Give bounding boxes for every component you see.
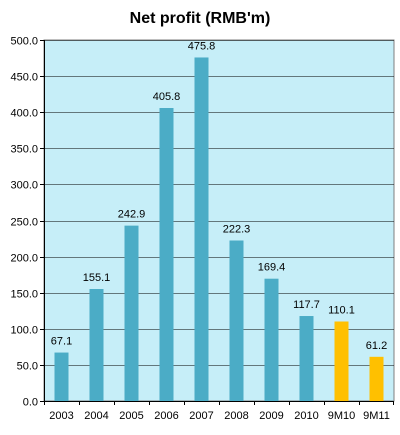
- data-label-2009: 169.4: [258, 262, 286, 274]
- bar-2004: [89, 289, 104, 401]
- data-label-2006: 405.8: [153, 91, 181, 103]
- data-label-2010: 117.7: [293, 299, 320, 311]
- y-tick-label: 400.0: [10, 108, 38, 120]
- data-label-2008: 222.3: [223, 223, 251, 235]
- bar-2008: [229, 240, 244, 401]
- data-label-9M10: 110.1: [328, 305, 355, 317]
- bar-2005: [124, 225, 139, 401]
- y-tick-label: 50.0: [17, 361, 38, 373]
- bar-2009: [264, 278, 279, 401]
- y-tick-label: 250.0: [10, 217, 38, 229]
- data-label-9M11: 61.2: [366, 340, 387, 352]
- y-tick-label: 100.0: [10, 325, 38, 337]
- bar-2003: [54, 352, 69, 401]
- chart-title: Net profit (RMB'm): [129, 10, 271, 27]
- x-tick-label-9M10: 9M10: [328, 410, 356, 422]
- bar-2007: [194, 57, 209, 401]
- bar-2006: [159, 108, 174, 402]
- data-label-2004: 155.1: [83, 272, 111, 284]
- x-tick-label-9M11: 9M11: [363, 410, 390, 422]
- bar-9M10: [334, 321, 349, 401]
- data-label-2007: 475.8: [188, 40, 216, 52]
- x-tick-label-2009: 2009: [259, 410, 283, 422]
- x-tick-label-2004: 2004: [84, 410, 108, 422]
- y-tick-label: 200.0: [10, 253, 38, 265]
- y-tick-label: 150.0: [10, 289, 38, 301]
- bar-9M11: [369, 356, 384, 401]
- x-tick-label-2010: 2010: [294, 410, 318, 422]
- y-tick-label: 350.0: [10, 144, 38, 156]
- y-tick-label: 450.0: [10, 72, 38, 84]
- x-tick-label-2005: 2005: [119, 410, 143, 422]
- y-tick-label: 500.0: [10, 36, 38, 48]
- x-tick-label-2003: 2003: [49, 410, 73, 422]
- x-tick-label-2007: 2007: [189, 410, 213, 422]
- data-label-2003: 67.1: [51, 336, 72, 348]
- x-tick-label-2006: 2006: [154, 410, 178, 422]
- x-tick-label-2008: 2008: [224, 410, 248, 422]
- y-tick-label: 0.0: [23, 397, 38, 409]
- y-tick-label: 300.0: [10, 180, 38, 192]
- data-label-2005: 242.9: [118, 209, 146, 221]
- bar-2010: [299, 316, 314, 401]
